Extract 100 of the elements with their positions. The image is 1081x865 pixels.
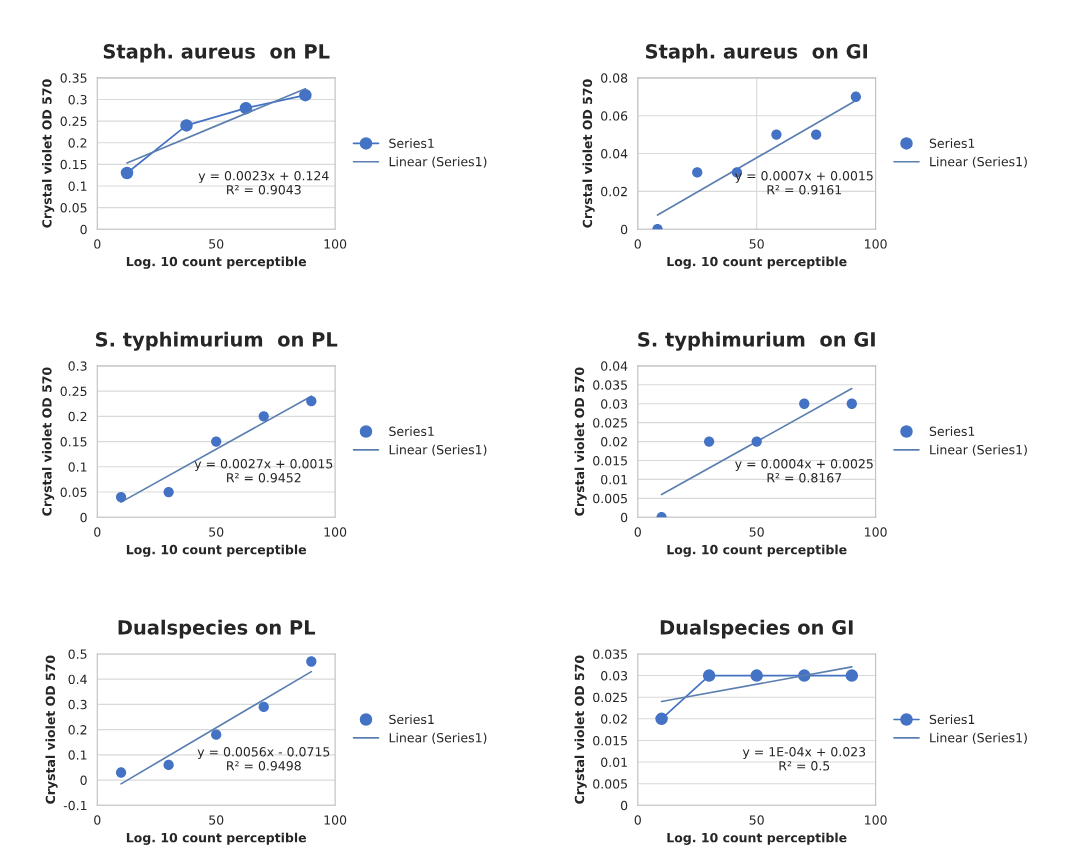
- point: [258, 701, 269, 713]
- y-tick-label: 0.005: [593, 779, 627, 789]
- y-tick-label: 0.04: [601, 149, 628, 159]
- x-axis-title: Log. 10 count perceptible: [126, 832, 307, 845]
- x-tick-label: 100: [324, 527, 347, 537]
- point: [120, 166, 134, 180]
- chart-title: Dualspecies on GI: [660, 619, 853, 639]
- y-tick-label: 0: [80, 512, 87, 523]
- point: [703, 436, 715, 447]
- y-axis-title: Crystal violet OD 570: [574, 367, 587, 516]
- y-axis-title: Crystal violet OD 570: [582, 79, 595, 228]
- y-tick-label: 0.01: [601, 474, 627, 485]
- y-tick-label: 0.3: [68, 699, 87, 710]
- y-tick-label: 0.02: [601, 714, 627, 724]
- point: [751, 436, 762, 447]
- x-axis-title: Log. 10 count perceptible: [126, 544, 307, 557]
- y-tick-label: 0.35: [60, 73, 87, 83]
- point: [211, 436, 222, 447]
- legend-label: Linear (Series1): [930, 444, 1027, 456]
- y-tick-label: 0.035: [593, 649, 627, 659]
- legend-label: Series1: [389, 714, 434, 725]
- chart-title: S. typhimurium on PL: [96, 331, 338, 351]
- y-tick-label: 0.4: [68, 674, 87, 685]
- point: [163, 759, 174, 771]
- y-tick-label: 0: [80, 775, 87, 786]
- point: [306, 396, 317, 407]
- x-tick-label: 50: [749, 527, 764, 537]
- x-tick-label: 50: [749, 815, 764, 825]
- point: [811, 129, 822, 140]
- x-axis-title: Log. 10 count perceptible: [126, 256, 307, 269]
- y-tick-label: 0: [80, 224, 87, 235]
- x-tick-label: 100: [865, 239, 887, 249]
- point: [115, 491, 127, 503]
- legend-label: Linear (Series1): [930, 156, 1027, 168]
- point: [850, 91, 862, 102]
- point: [163, 486, 174, 498]
- y-tick-label: 0.01: [601, 757, 627, 767]
- y-tick-label: 0.04: [601, 361, 628, 371]
- chart-title: Staph. aureus on GI: [646, 43, 868, 63]
- x-tick-label: 50: [749, 239, 764, 249]
- point: [771, 129, 782, 140]
- annotation: y = 0.0023x + 0.124 R² = 0.9043: [198, 170, 329, 195]
- point: [258, 411, 269, 422]
- chart-title: S. typhimurium on GI: [638, 331, 875, 351]
- x-tick-label: 0: [94, 815, 101, 825]
- legend-label: Linear (Series1): [930, 732, 1027, 744]
- y-tick-label: 0.015: [593, 735, 627, 746]
- y-tick-label: 0.025: [593, 692, 627, 703]
- point: [692, 167, 703, 178]
- point: [115, 767, 127, 778]
- legend-label: Linear (Series1): [389, 156, 487, 168]
- x-tick-label: 0: [634, 239, 641, 249]
- y-axis-title: Crystal violet OD 570: [41, 79, 55, 228]
- y-tick-label: 0.03: [601, 671, 628, 681]
- y-tick-label: 0.03: [601, 399, 628, 409]
- x-tick-label: 0: [634, 527, 641, 537]
- y-tick-label: 0.25: [60, 116, 87, 127]
- point: [211, 729, 222, 740]
- x-axis-title: Log. 10 count perceptible: [667, 256, 847, 269]
- annotation: y = 0.0004x + 0.0025 R² = 0.8167: [735, 459, 873, 483]
- x-axis-title: Log. 10 count perceptible: [667, 832, 847, 845]
- y-tick-label: 0.25: [60, 386, 87, 397]
- y-tick-label: 0: [620, 800, 628, 811]
- y-tick-label: 0.3: [68, 361, 87, 371]
- x-tick-label: 100: [324, 815, 347, 825]
- chart-title: Dualspecies on PL: [118, 619, 316, 639]
- annotation: y = 0.0027x + 0.0015 R² = 0.9452: [194, 459, 333, 483]
- legend-label: Series1: [929, 426, 975, 437]
- y-tick-label: 0.2: [68, 411, 87, 422]
- y-tick-label: 0.1: [68, 462, 87, 472]
- y-tick-label: 0: [620, 224, 628, 235]
- y-tick-label: 0.5: [68, 649, 87, 659]
- legend-label: Series1: [929, 138, 975, 148]
- y-tick-label: 0.08: [601, 73, 628, 83]
- point: [180, 119, 193, 132]
- x-tick-label: 0: [94, 527, 101, 537]
- legend-label: Series1: [929, 714, 975, 725]
- annotation: y = 1E-04x + 0.023 R² = 0.5: [742, 747, 866, 771]
- y-tick-label: 0.035: [593, 380, 627, 390]
- y-tick-label: 0.05: [60, 203, 87, 213]
- legend-label: Series1: [389, 426, 434, 437]
- point: [799, 398, 810, 409]
- y-tick-label: 0.15: [60, 159, 87, 170]
- y-tick-label: 0.2: [68, 725, 87, 735]
- y-tick-label: 0.005: [593, 493, 627, 504]
- legend-label: Linear (Series1): [389, 732, 487, 744]
- x-axis-title: Log. 10 count perceptible: [667, 544, 847, 557]
- legend-label: Linear (Series1): [389, 444, 487, 456]
- point: [239, 101, 253, 115]
- x-tick-label: 100: [865, 815, 887, 825]
- point: [306, 656, 317, 667]
- y-tick-label: 0.1: [68, 181, 87, 191]
- x-tick-label: 50: [209, 239, 224, 249]
- chart-title: Staph. aureus on PL: [103, 43, 330, 63]
- x-tick-label: 50: [209, 527, 224, 537]
- y-tick-label: 0.06: [601, 111, 628, 121]
- y-tick-label: 0: [620, 512, 628, 523]
- y-axis-title: Crystal violet OD 570: [41, 367, 55, 516]
- y-tick-label: 0.025: [593, 418, 627, 428]
- point: [299, 88, 312, 102]
